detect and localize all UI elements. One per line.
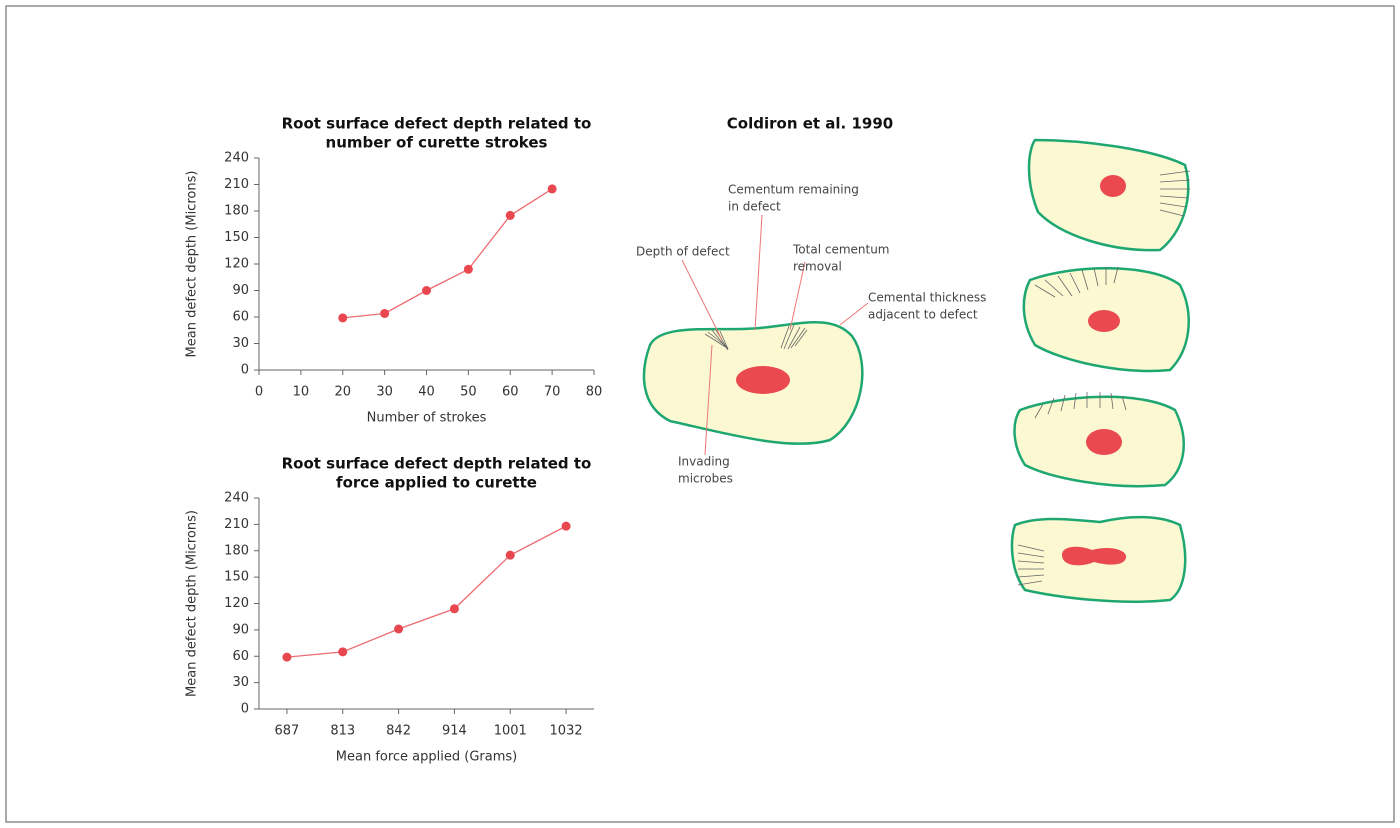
x-tick-label: 1001 [494,724,527,739]
x-tick-label: 813 [330,724,355,739]
x-tick-label: 10 [293,385,310,400]
x-tick-label: 20 [334,385,351,400]
y-tick-label: 90 [232,283,249,298]
y-tick-label: 240 [224,491,249,506]
y-tick-label: 210 [224,177,249,192]
x-tick-label: 914 [442,724,467,739]
hatch [1034,266,1119,298]
data-point [547,184,557,194]
chart-title: Root surface defect depth related to [282,455,592,473]
data-point [463,264,473,274]
x-tick-label: 70 [544,385,561,400]
y-tick-label: 120 [224,596,249,611]
chart-title: number of curette strokes [326,134,548,152]
data-point [338,313,348,323]
data-point [338,647,348,657]
y-tick-label: 60 [232,649,249,664]
y-tick-label: 30 [232,675,249,690]
y-tick-label: 240 [224,151,249,166]
label: Total cementum [792,243,890,257]
label: Cemental thickness [868,291,986,305]
y-tick-label: 180 [224,543,249,558]
y-tick-label: 60 [232,310,249,325]
x-tick-label: 1032 [550,724,583,739]
data-point [505,210,515,220]
y-axis-label: Mean defect depth (Microns) [185,171,200,358]
x-tick-label: 30 [376,385,393,400]
pulp [1100,175,1126,197]
label: Invading [678,455,730,469]
y-tick-label: 0 [241,363,249,378]
data-line [342,188,553,319]
data-point [282,652,292,662]
data-point [380,308,390,318]
hatch [1159,170,1191,217]
leader-lines [681,214,869,456]
label: removal [793,260,842,274]
y-tick-label: 150 [224,570,249,585]
data-point [561,521,571,531]
y-axis-label: Mean defect depth (Microns) [185,510,200,697]
y-tick-label: 0 [241,702,249,717]
data-point [422,286,431,295]
data-point [505,550,515,560]
data-point [449,604,459,614]
x-tick-label: 842 [386,724,411,739]
pulp [1086,429,1122,455]
x-tick-label: 60 [502,385,519,400]
x-tick-label: 80 [586,385,603,400]
y-tick-label: 180 [224,204,249,219]
diagram: Coldiron et al. 1990 Cementum remaining … [636,115,1191,603]
x-tick-label: 40 [418,385,435,400]
x-tick-label: 50 [460,385,477,400]
hatch [1034,392,1127,419]
y-tick-label: 150 [224,230,249,245]
frame [5,5,1395,823]
x-axis-label: Number of strokes [367,411,487,426]
chart-title: Root surface defect depth related to [282,115,592,133]
x-tick-label: 687 [275,724,300,739]
pulp [736,366,790,394]
chart-title: force applied to curette [336,474,537,492]
label: Cementum remaining [728,183,859,197]
hatch [1017,544,1045,586]
pulp [1088,310,1120,332]
pulp [1062,546,1127,566]
y-tick-label: 30 [232,336,249,351]
label: Depth of defect [636,245,730,259]
data-line [286,525,567,658]
x-tick-label: 0 [255,385,263,400]
diagram-title: Coldiron et al. 1990 [727,115,893,133]
y-tick-label: 120 [224,257,249,272]
y-tick-label: 90 [232,622,249,637]
label: adjacent to defect [868,308,978,322]
label: microbes [678,472,733,486]
label: in defect [728,200,781,214]
x-axis-label: Mean force applied (Grams) [336,750,517,765]
data-point [394,624,404,634]
y-tick-label: 210 [224,517,249,532]
